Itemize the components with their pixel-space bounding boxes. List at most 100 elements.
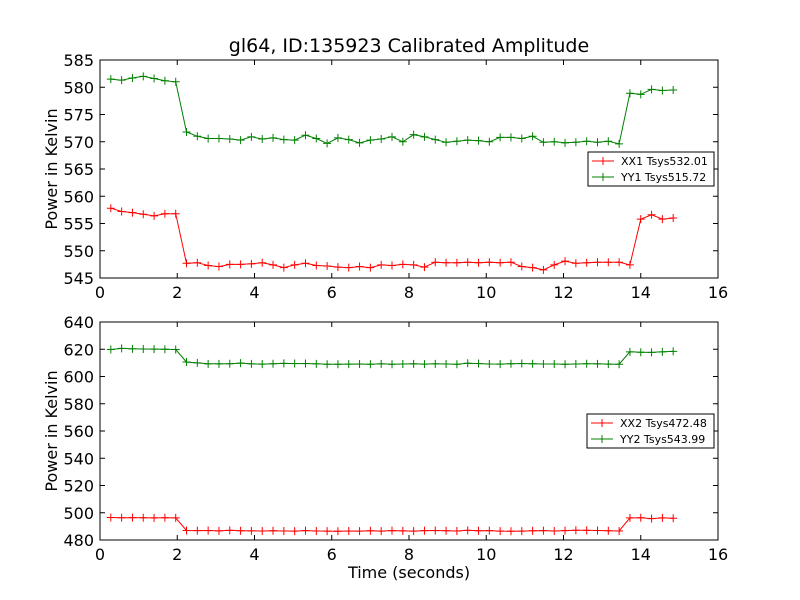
legend-label: YY2 Tsys543.99 bbox=[619, 433, 705, 446]
data-point bbox=[139, 210, 148, 219]
data-point bbox=[398, 526, 407, 535]
data-point bbox=[442, 138, 451, 147]
data-point bbox=[182, 259, 191, 268]
data-point bbox=[214, 359, 223, 368]
data-point bbox=[160, 513, 169, 522]
data-point bbox=[312, 261, 321, 270]
chart-panel-1: 0 2 4 6 8 10 12 14 16 545 550 555 560 565 570 575 580 585… bbox=[42, 35, 728, 302]
data-point bbox=[279, 359, 288, 368]
data-point bbox=[582, 137, 591, 146]
data-point bbox=[117, 513, 126, 522]
y-tick-label: 570 bbox=[63, 133, 94, 152]
data-point bbox=[539, 359, 548, 368]
data-point bbox=[377, 527, 386, 536]
data-point bbox=[561, 257, 570, 266]
data-point bbox=[571, 526, 580, 535]
legend-label: XX2 Tsys472.48 bbox=[620, 417, 707, 430]
data-point bbox=[550, 527, 559, 536]
data-point bbox=[604, 360, 613, 369]
data-point bbox=[247, 259, 256, 268]
data-point bbox=[398, 260, 407, 269]
data-point bbox=[160, 76, 169, 85]
y-tick-label: 560 bbox=[63, 187, 94, 206]
legend-box bbox=[586, 413, 715, 449]
data-point bbox=[420, 263, 429, 272]
data-point bbox=[388, 261, 397, 270]
data-point bbox=[214, 526, 223, 535]
data-point bbox=[269, 526, 278, 535]
data-point bbox=[388, 360, 397, 369]
data-point bbox=[106, 75, 115, 84]
data-point bbox=[571, 259, 580, 268]
data-point bbox=[333, 360, 342, 369]
x-tick-label: 8 bbox=[404, 545, 414, 564]
series-1 bbox=[106, 204, 678, 274]
data-point bbox=[290, 136, 299, 145]
data-point bbox=[182, 358, 191, 367]
data-point bbox=[571, 138, 580, 147]
data-point bbox=[171, 77, 180, 86]
data-point bbox=[236, 526, 245, 535]
x-tick-label: 8 bbox=[404, 283, 414, 302]
series-2 bbox=[106, 344, 678, 369]
data-point bbox=[333, 133, 342, 142]
data-point bbox=[420, 360, 429, 369]
data-point bbox=[366, 360, 375, 369]
data-point bbox=[128, 513, 137, 522]
data-point bbox=[582, 359, 591, 368]
y-tick-label: 585 bbox=[63, 51, 94, 70]
x-tick-label: 12 bbox=[553, 283, 573, 302]
x-tick-label: 4 bbox=[249, 545, 259, 564]
data-point bbox=[323, 139, 332, 148]
data-point bbox=[496, 258, 505, 267]
x-tick-label: 14 bbox=[631, 545, 651, 564]
data-point bbox=[506, 133, 515, 142]
data-point bbox=[539, 138, 548, 147]
data-point bbox=[301, 526, 310, 535]
data-point bbox=[258, 135, 267, 144]
data-point bbox=[452, 527, 461, 536]
data-point bbox=[463, 359, 472, 368]
data-point bbox=[204, 359, 213, 368]
data-point bbox=[333, 527, 342, 536]
y-tick-label: 640 bbox=[63, 313, 94, 332]
data-point bbox=[463, 258, 472, 267]
data-point bbox=[452, 360, 461, 369]
x-tick-label: 10 bbox=[476, 545, 496, 564]
y-tick-label: 520 bbox=[63, 477, 94, 496]
data-point bbox=[182, 127, 191, 136]
data-point bbox=[571, 359, 580, 368]
legend-swatch-marker bbox=[598, 419, 606, 427]
data-point bbox=[128, 73, 137, 82]
data-point bbox=[442, 258, 451, 267]
data-point bbox=[452, 137, 461, 146]
data-point bbox=[323, 527, 332, 536]
legend-swatch-marker bbox=[599, 173, 607, 181]
data-point bbox=[496, 527, 505, 536]
y-tick-label: 550 bbox=[63, 242, 94, 261]
data-point bbox=[117, 207, 126, 216]
data-point bbox=[344, 360, 353, 369]
data-point bbox=[550, 137, 559, 146]
data-point bbox=[225, 135, 234, 144]
x-tick-label: 14 bbox=[631, 283, 651, 302]
data-point bbox=[150, 345, 159, 354]
data-point bbox=[355, 138, 364, 147]
data-point bbox=[355, 359, 364, 368]
data-point bbox=[106, 204, 115, 213]
data-point bbox=[150, 513, 159, 522]
data-point bbox=[171, 345, 180, 354]
data-point bbox=[258, 258, 267, 267]
x-axis-label: Time (seconds) bbox=[347, 563, 470, 582]
data-point bbox=[636, 348, 645, 357]
data-point bbox=[355, 527, 364, 536]
data-point bbox=[485, 258, 494, 267]
data-point bbox=[312, 359, 321, 368]
data-point bbox=[377, 260, 386, 269]
data-point bbox=[204, 134, 213, 143]
data-point bbox=[647, 85, 656, 94]
data-point bbox=[236, 136, 245, 145]
data-point bbox=[160, 209, 169, 218]
data-point bbox=[344, 263, 353, 272]
data-point bbox=[409, 359, 418, 368]
